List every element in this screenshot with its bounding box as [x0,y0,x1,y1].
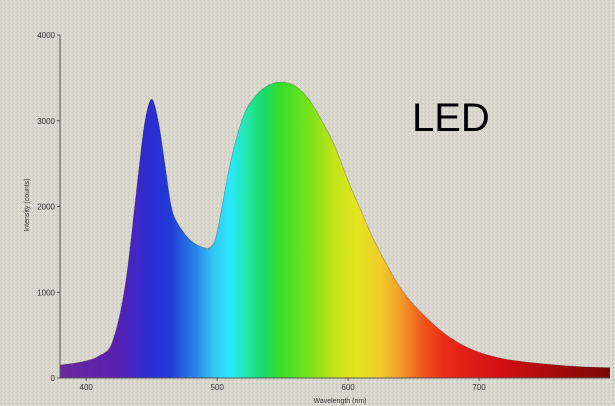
x-tick-label: 500 [210,383,224,392]
area-layer [59,81,611,378]
y-tick-label: 4000 [37,31,55,40]
y-tick-label: 3000 [37,117,55,126]
x-tick-label: 600 [341,383,355,392]
y-tick-label: 0 [51,374,56,383]
led-label: LED [412,96,490,140]
x-axis-title: Wavelength (nm) [313,398,366,405]
spectrum-line [59,81,611,369]
y-tick-label: 1000 [37,288,55,297]
x-tick-label: 400 [80,383,94,392]
axes-layer: 0 1000 2000 3000 4000 400 500 600 700 [37,31,610,392]
y-tick-label: 2000 [37,203,55,212]
y-axis-title: Intensity (counts) [24,178,31,231]
x-tick-label: 700 [472,383,486,392]
spectrum-area [60,82,610,378]
